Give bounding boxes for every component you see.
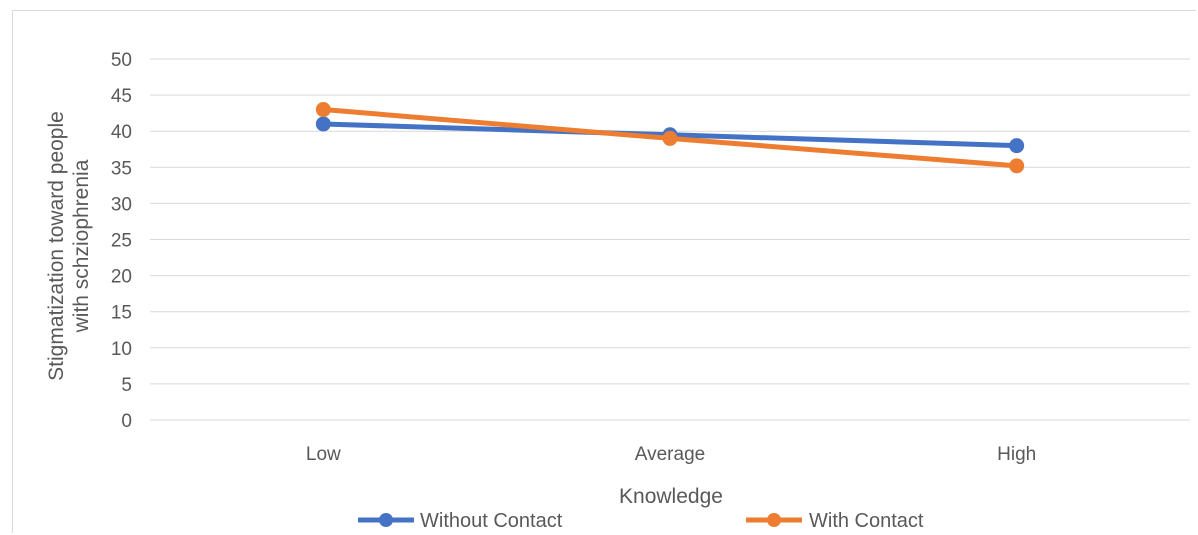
data-point xyxy=(662,130,678,146)
y-tick-label: 5 xyxy=(121,375,132,396)
legend-swatch-marker xyxy=(379,513,393,527)
x-tick-labels: Low Average High xyxy=(306,444,1036,465)
x-tick-label: Low xyxy=(306,444,341,465)
y-tick-label: 50 xyxy=(111,50,132,71)
y-tick-label: 35 xyxy=(111,158,132,179)
y-tick-label: 25 xyxy=(111,231,132,252)
y-tick-label: 45 xyxy=(111,86,132,107)
series-with-contact xyxy=(315,102,1025,174)
data-point xyxy=(1009,158,1025,174)
x-axis-title: Knowledge xyxy=(619,485,723,508)
legend-item-with-contact: With Contact xyxy=(746,510,924,532)
y-axis-title-line-1: Stigmatization toward people xyxy=(45,111,68,381)
y-tick-labels: 0 5 10 15 20 25 30 35 40 45 50 xyxy=(111,50,132,432)
x-tick-label: High xyxy=(997,444,1036,465)
y-tick-label: 40 xyxy=(111,122,132,143)
x-tick-label: Average xyxy=(635,444,705,465)
chart-frame xyxy=(12,10,1196,533)
data-point xyxy=(315,102,331,118)
data-point xyxy=(315,116,331,132)
y-tick-label: 15 xyxy=(111,303,132,324)
y-tick-label: 30 xyxy=(111,194,132,215)
y-tick-label: 10 xyxy=(111,339,132,360)
legend-item-without-contact: Without Contact xyxy=(358,510,563,532)
legend: Without Contact With Contact xyxy=(358,510,924,532)
data-point xyxy=(1009,138,1025,154)
y-tick-label: 0 xyxy=(121,411,132,432)
legend-swatch-marker xyxy=(767,513,781,527)
legend-label-with-contact: With Contact xyxy=(809,510,924,532)
y-tick-label: 20 xyxy=(111,267,132,288)
y-axis-title-line-2: with schziophrenia xyxy=(70,159,93,333)
series-lines xyxy=(315,102,1025,174)
gridlines xyxy=(150,58,1190,421)
legend-label-without-contact: Without Contact xyxy=(420,510,563,532)
